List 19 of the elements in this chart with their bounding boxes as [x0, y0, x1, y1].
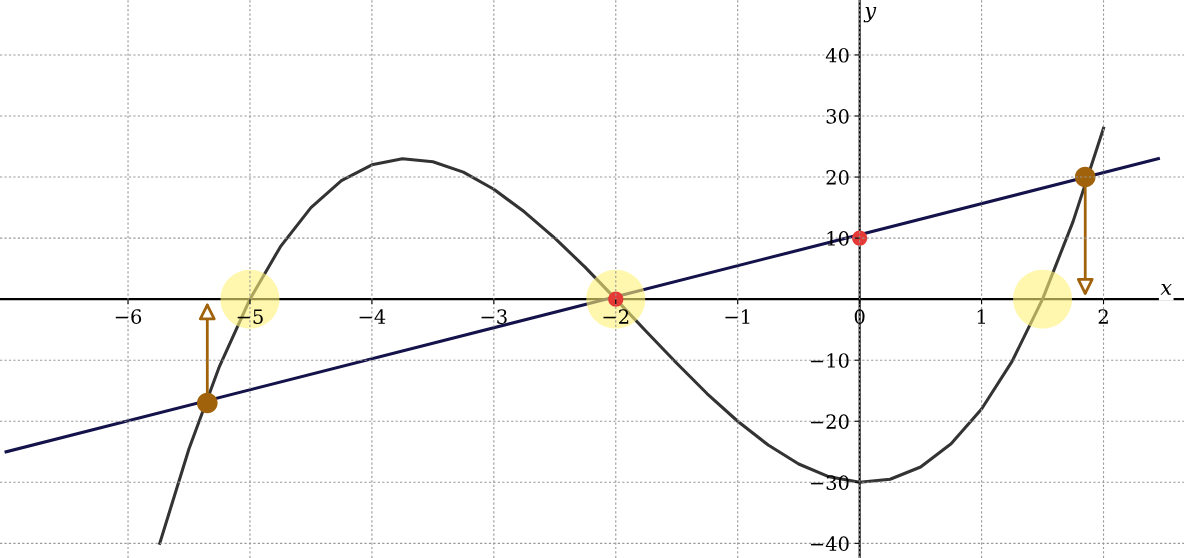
x-tick-label: −4: [359, 309, 386, 324]
x-tick-label: 2: [1098, 309, 1108, 324]
y-tick-label: −40: [810, 536, 849, 552]
x-tick-label: −2: [603, 309, 629, 324]
y-axis-title: y: [863, 6, 877, 23]
x-tick-label: −5: [237, 309, 263, 324]
y-tick-label: 40: [825, 47, 849, 63]
point: [196, 392, 218, 414]
y-tick-label: −20: [810, 414, 849, 429]
y-tick-label: −30: [810, 475, 849, 490]
x-tick-label: −6: [115, 309, 142, 324]
x-tick-label: 1: [977, 309, 986, 324]
x-axis-title: x: [1160, 284, 1172, 295]
y-tick-label: 20: [826, 170, 849, 185]
x-tick-label: −1: [725, 309, 750, 324]
y-tick-label: 30: [826, 108, 849, 124]
x-tick-label: −3: [481, 309, 507, 324]
y-tick-label: −10: [810, 353, 849, 368]
point: [1013, 269, 1073, 329]
